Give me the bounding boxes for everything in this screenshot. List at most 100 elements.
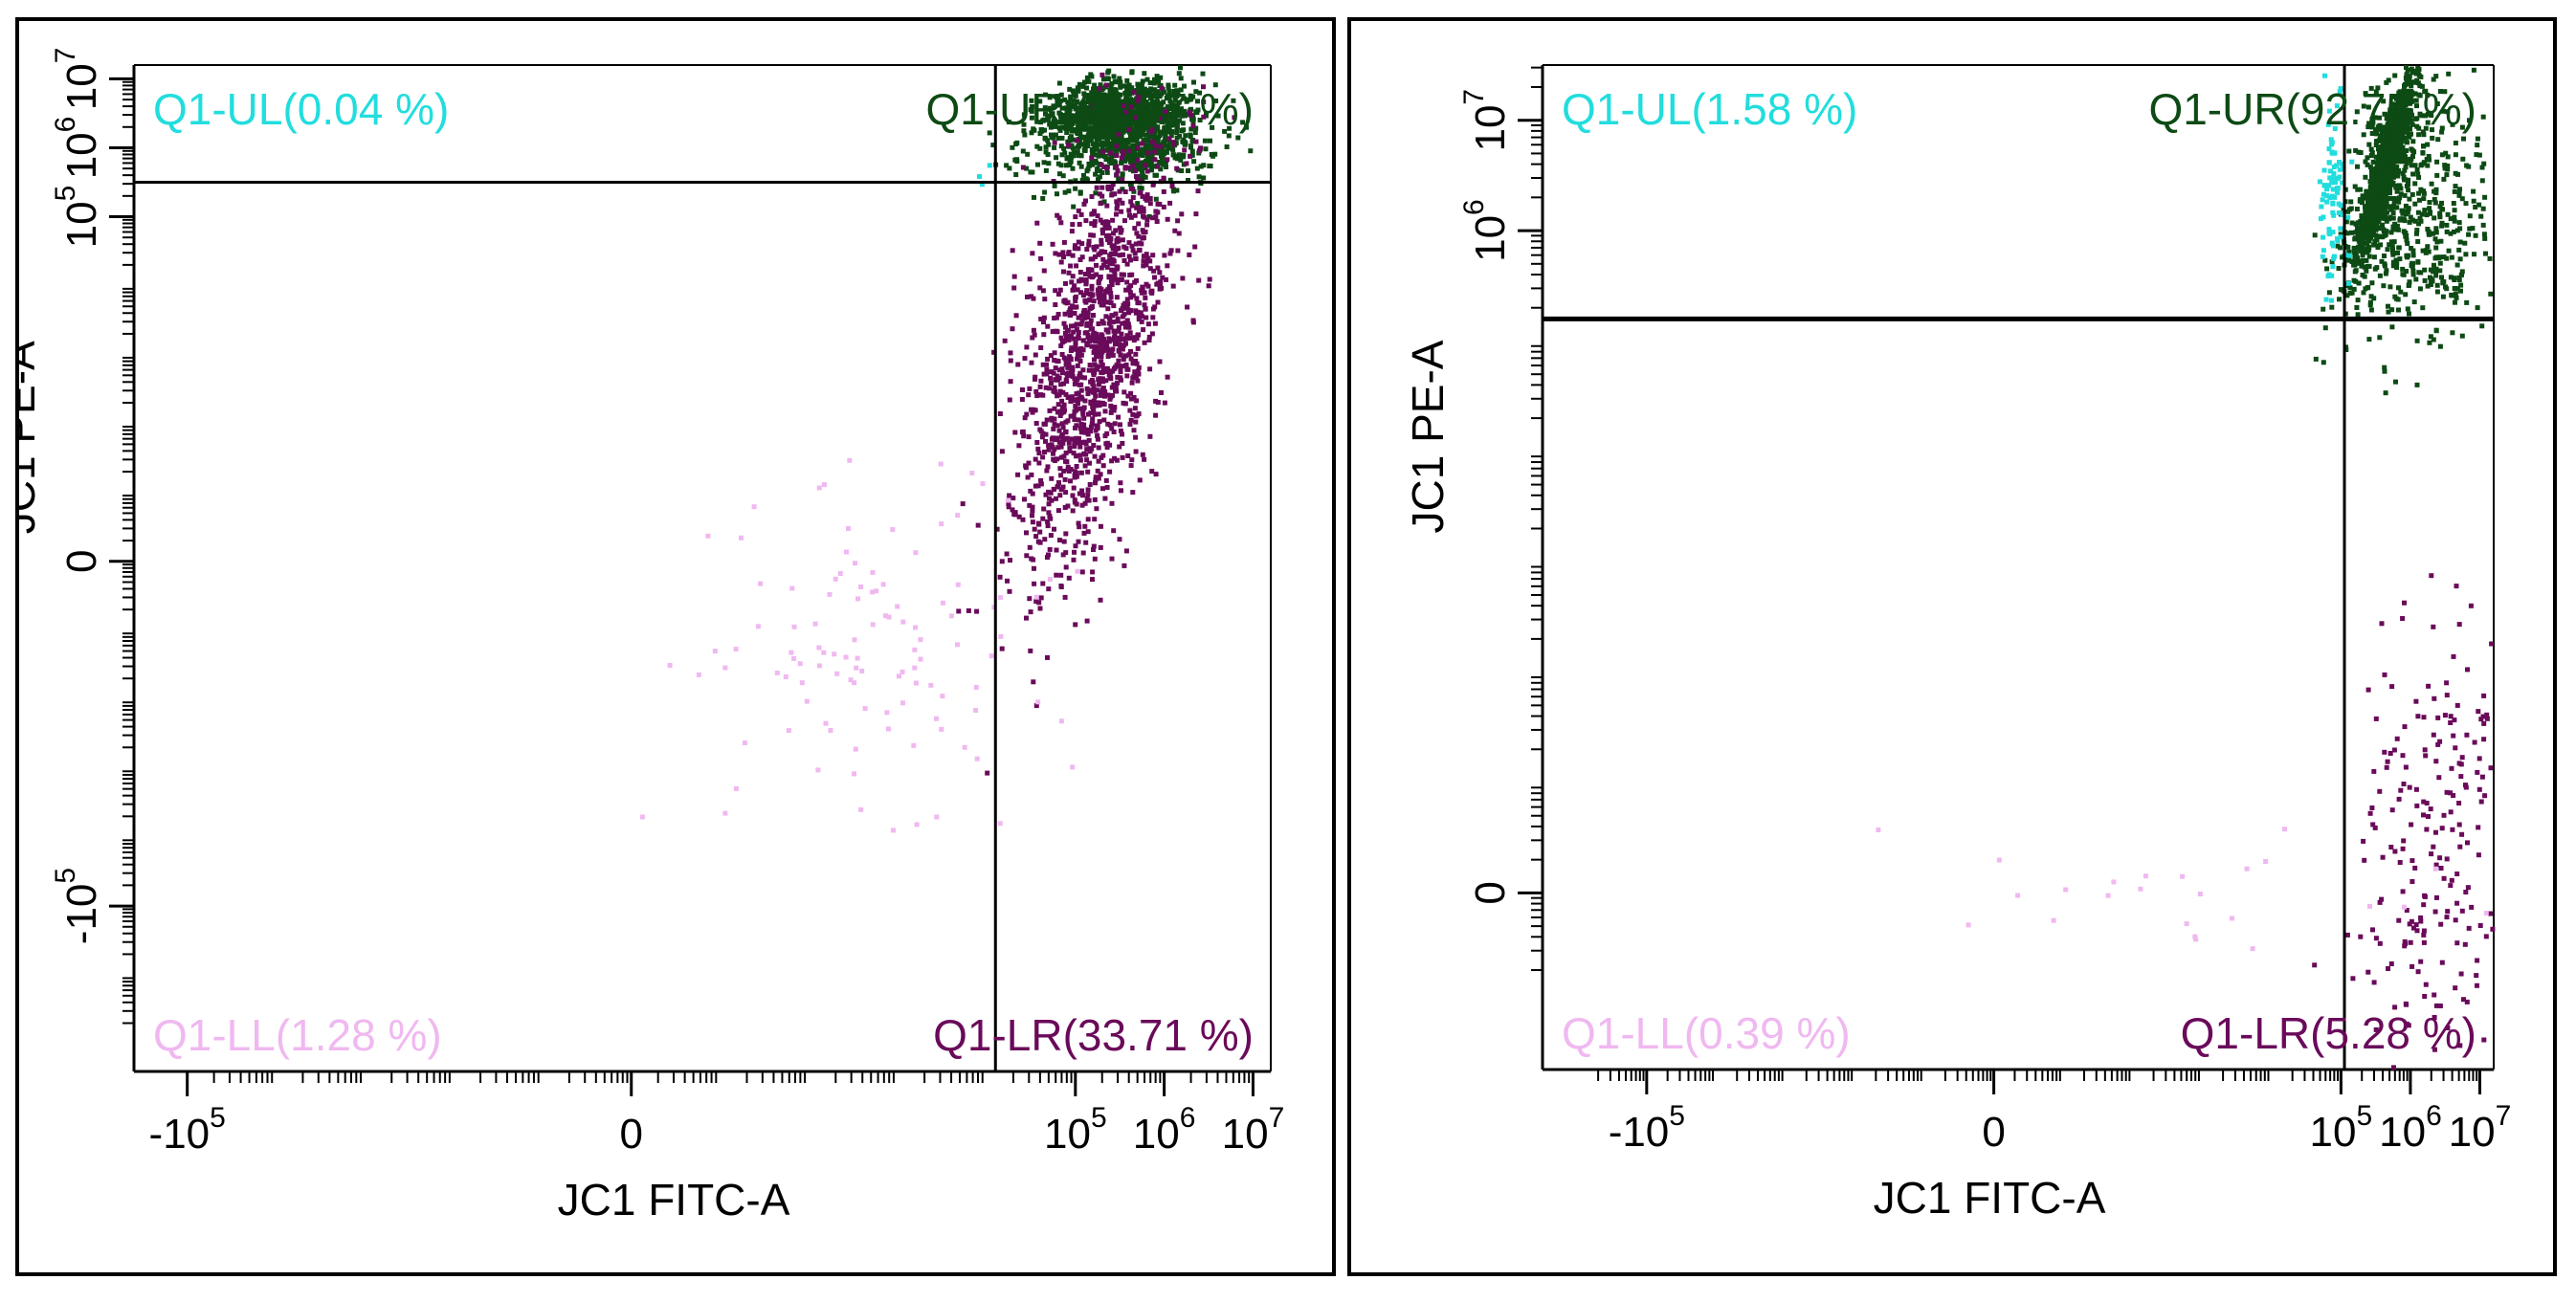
event-dot [1058,220,1064,226]
event-dot [1088,318,1094,323]
event-dot [1128,348,1133,354]
event-dot [891,828,896,833]
event-dot [1096,252,1101,257]
event-dot [2414,69,2420,75]
event-dot [1132,212,1138,218]
event-dot [1116,324,1121,330]
event-dot [2355,164,2360,169]
event-dot [1190,94,1196,99]
event-dot [1083,441,1089,447]
event-dot [1091,349,1097,355]
event-dot [2365,104,2371,110]
event-dot [1143,137,1148,143]
event-dot [1066,115,1072,121]
event-dot [1085,110,1091,116]
event-dot [1046,501,1052,507]
event-dot [827,591,833,597]
event-dot [1135,309,1141,315]
event-dot [1231,98,1236,103]
event-dot [1077,257,1083,262]
event-dot [1121,252,1125,257]
event-dot [1165,263,1170,269]
event-dot [1102,147,1108,153]
event-dot [1129,272,1135,277]
event-dot [1072,311,1077,316]
event-dot [1153,412,1159,418]
event-dot [934,814,940,820]
event-dot [1163,148,1168,154]
event-dot [1106,348,1112,353]
event-dot [1104,134,1109,140]
event-dot [667,663,673,668]
event-dot [837,571,843,576]
event-dot [1149,469,1155,474]
event-dot [1087,449,1093,454]
event-dot [1031,327,1036,333]
event-dot [1135,145,1141,150]
event-dot [1150,253,1156,258]
event-dot [1022,356,1028,362]
event-dot [1058,92,1064,98]
event-dot [1175,248,1181,254]
event-dot [1157,359,1163,364]
event-dot [1099,87,1105,93]
event-dot [914,822,920,828]
event-dot [2429,113,2434,119]
event-dot [974,756,980,761]
event-dot [1110,313,1116,319]
event-dot [1100,302,1106,308]
event-dot [2400,108,2406,114]
event-dot [1048,124,1054,130]
event-dot [1066,575,1072,581]
event-dot [1098,132,1103,138]
event-dot [934,716,939,721]
event-dot [1188,132,1193,138]
event-dot [2411,149,2417,155]
event-dot [998,633,1004,639]
event-dot [1157,94,1163,99]
event-dot [1117,102,1122,107]
event-dot [1043,111,1048,117]
event-dot [1096,377,1101,383]
event-dot [1128,199,1134,205]
event-dot [1058,444,1064,450]
event-dot [1099,319,1105,324]
event-dot [1035,162,1040,167]
event-dot [1139,241,1144,247]
event-dot [1097,99,1102,104]
event-dot [1127,335,1133,341]
event-dot [1167,251,1173,256]
event-dot [1145,255,1151,261]
event-dot [2404,161,2409,166]
event-dot [1144,252,1149,257]
y-axis-title: JC1 PE-A [19,341,44,534]
event-dot [886,614,892,620]
event-dot [2373,227,2379,232]
event-dot [1095,213,1100,219]
event-dot [854,665,859,671]
event-dot [2355,312,2361,318]
event-dot [1110,217,1116,223]
event-dot [1081,104,1087,109]
event-dot [1182,96,1188,101]
event-dot [1130,248,1136,254]
event-dot [859,668,865,673]
event-dot [1126,82,1132,88]
quadrant-gate[interactable] [134,65,1271,1071]
event-dot [1041,160,1047,166]
event-dot [1142,456,1147,462]
event-dot [1071,557,1077,563]
event-dot [1024,530,1029,536]
event-dot [1029,407,1034,412]
event-dot [1095,433,1100,438]
event-dot [1059,352,1065,357]
event-dot [1081,172,1086,178]
event-dot [1051,388,1056,394]
event-dot [1124,297,1130,302]
event-dot [1034,440,1040,445]
event-dot [2412,201,2418,207]
x-tick-label: 0 [620,1111,643,1158]
event-dot [1083,218,1089,224]
event-dot [1115,246,1120,252]
event-dot [1073,425,1077,430]
